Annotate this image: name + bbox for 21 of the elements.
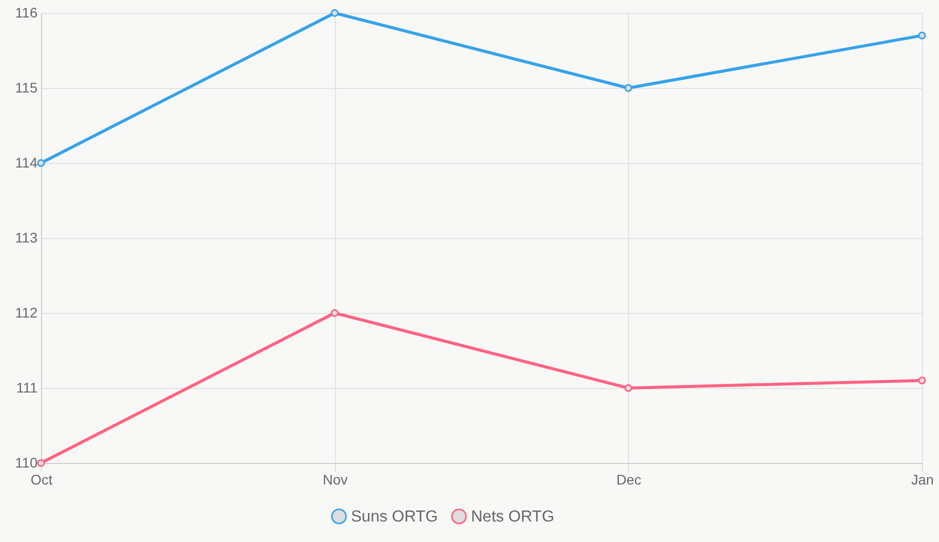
point bbox=[37, 159, 45, 167]
point bbox=[330, 309, 339, 317]
y-tick-label: 110 bbox=[15, 454, 38, 470]
x-tick-label: Oct bbox=[30, 472, 52, 488]
x-tick-label: Jan bbox=[911, 472, 934, 488]
x-tick-label: Dec bbox=[616, 472, 642, 488]
point bbox=[330, 9, 339, 17]
y-tick-label: 115 bbox=[15, 80, 38, 96]
legend-label: Suns ORTG bbox=[351, 508, 438, 526]
y-tick-label: 114 bbox=[15, 154, 38, 170]
point bbox=[624, 84, 632, 92]
y-tick-label: 112 bbox=[15, 304, 38, 320]
y-tick-label: 111 bbox=[16, 380, 38, 396]
point bbox=[624, 384, 632, 392]
legend-label: Nets ORTG bbox=[471, 508, 554, 526]
x-tick-label: Nov bbox=[322, 472, 348, 488]
y-tick-label: 113 bbox=[15, 230, 38, 246]
y-tick-label: 116 bbox=[15, 4, 38, 20]
point bbox=[918, 376, 926, 384]
point bbox=[37, 459, 45, 467]
point bbox=[918, 32, 926, 40]
